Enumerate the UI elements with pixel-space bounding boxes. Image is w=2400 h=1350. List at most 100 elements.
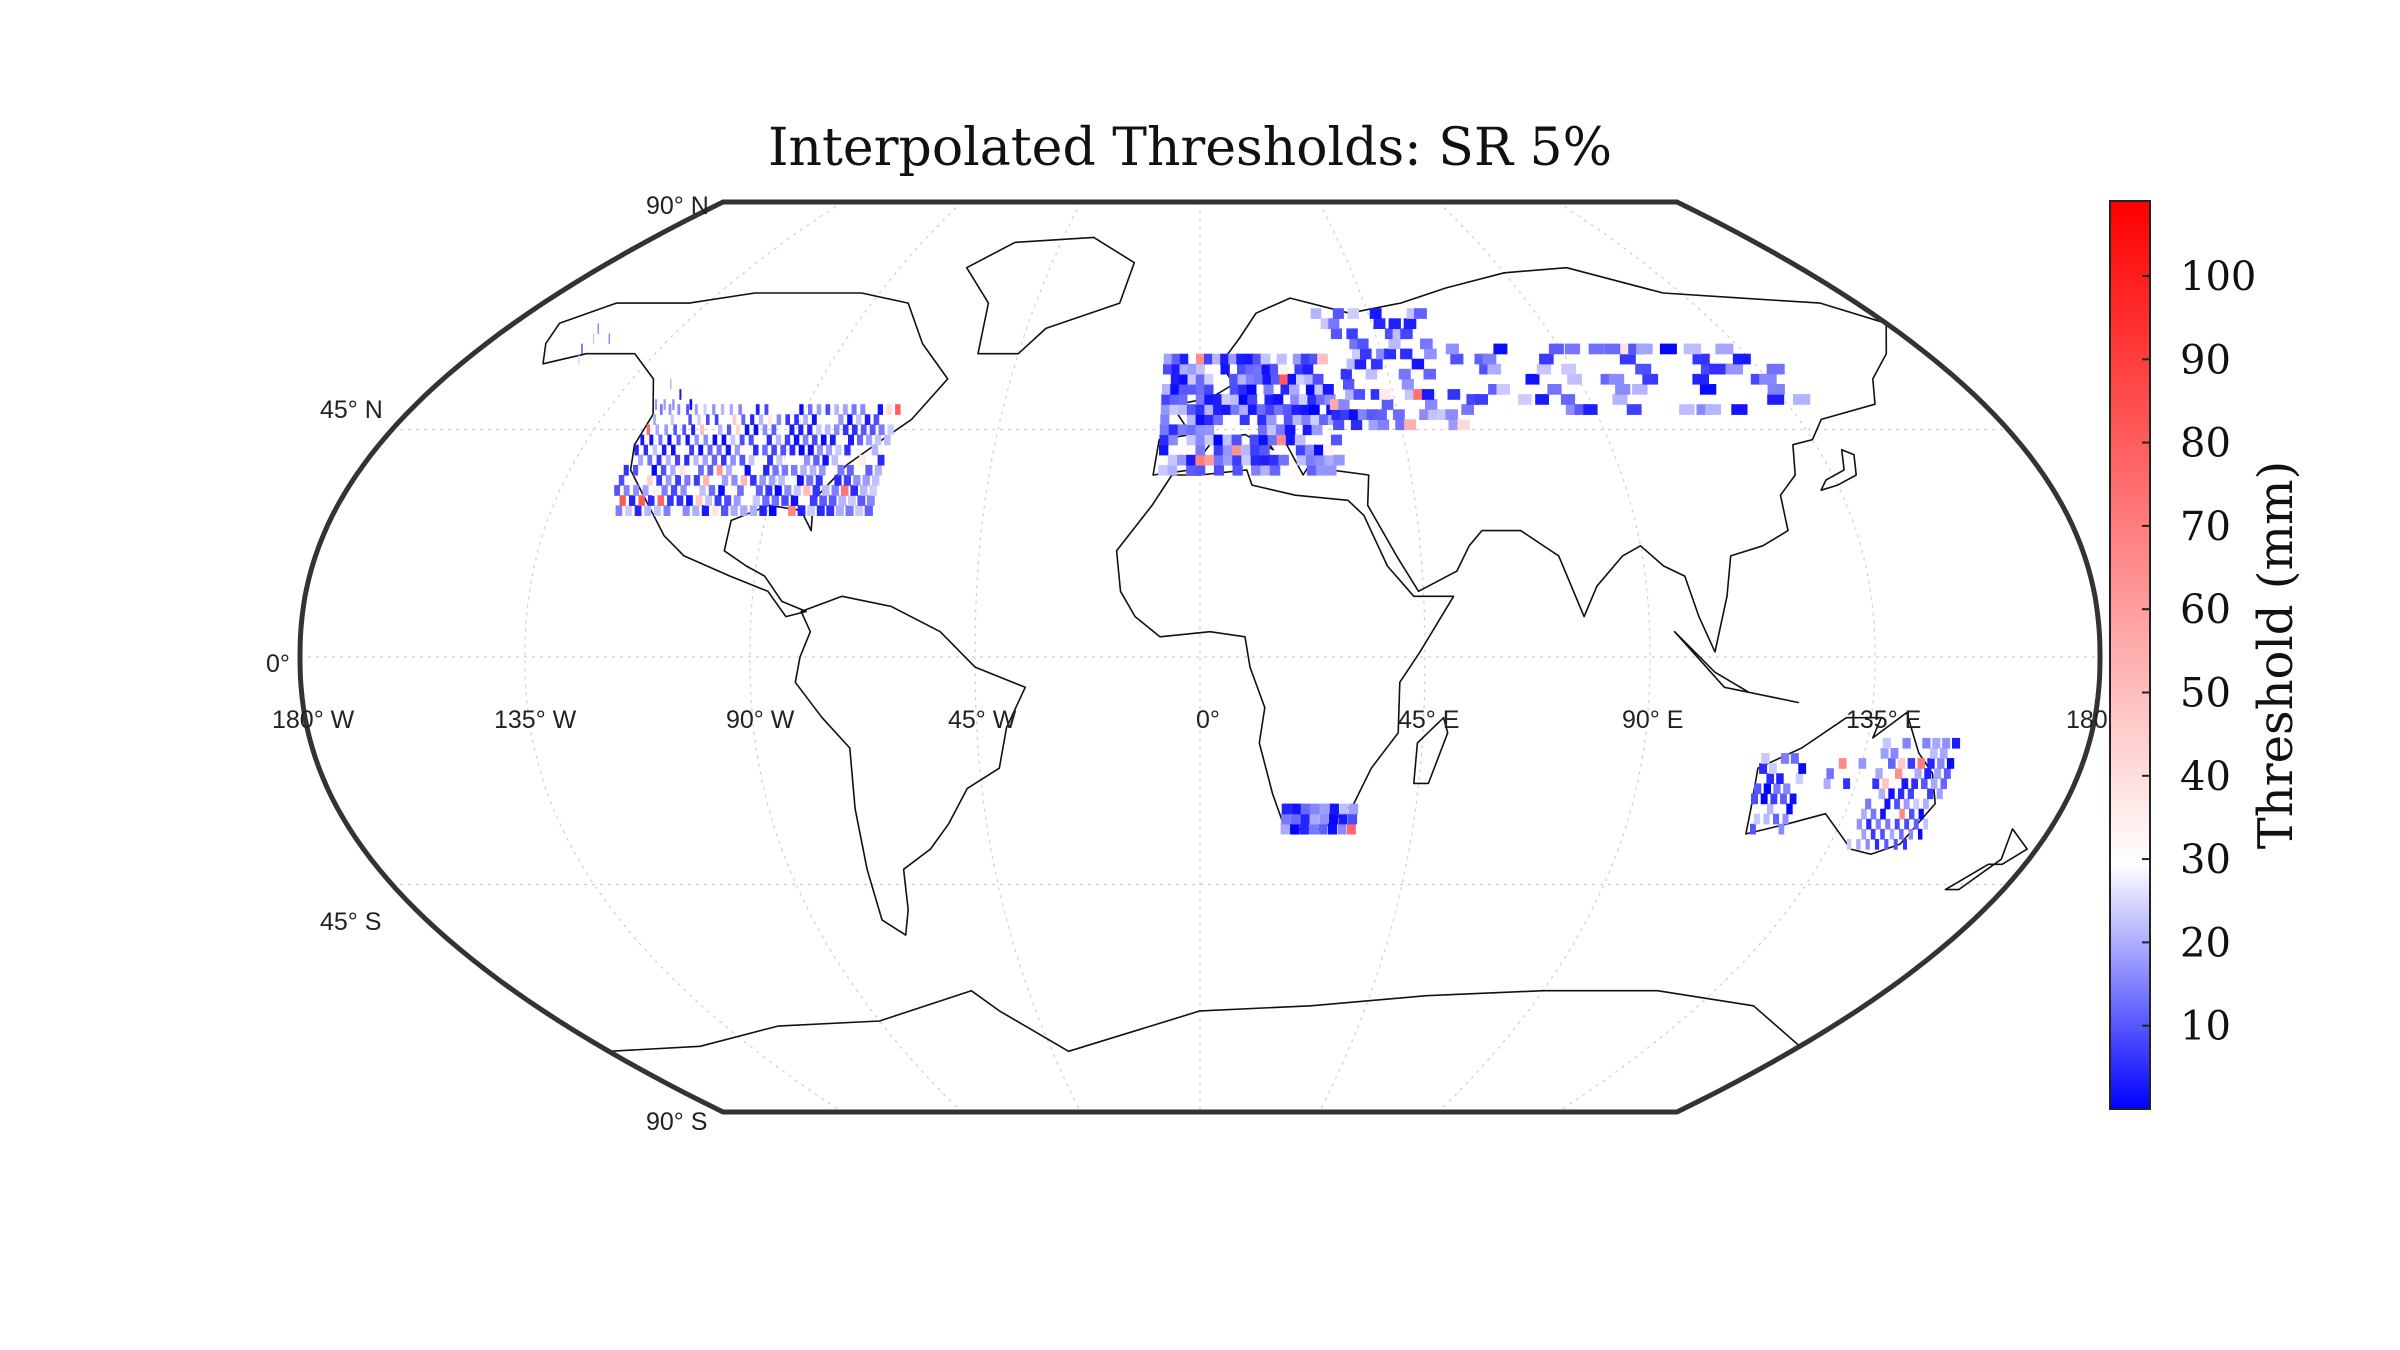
threshold-cell — [1204, 384, 1213, 395]
threshold-cell — [1179, 394, 1188, 405]
threshold-cell — [1311, 804, 1320, 815]
threshold-cell — [1918, 758, 1926, 769]
threshold-cell — [1450, 354, 1463, 365]
colorbar-gradient — [2110, 201, 2150, 1109]
threshold-cell — [1186, 465, 1196, 476]
threshold-cell — [1861, 829, 1866, 840]
threshold-cell — [647, 475, 653, 486]
threshold-cell — [1232, 435, 1242, 446]
threshold-cell — [1779, 824, 1785, 835]
threshold-cell — [829, 495, 837, 506]
threshold-cell — [1204, 394, 1213, 405]
threshold-cell — [1894, 799, 1900, 810]
threshold-cell — [817, 445, 823, 456]
threshold-cell — [799, 445, 805, 456]
threshold-cell — [693, 455, 698, 466]
threshold-cell — [1168, 455, 1178, 466]
threshold-cell — [1927, 758, 1934, 769]
threshold-cell — [598, 323, 599, 334]
threshold-cell — [1857, 819, 1862, 830]
threshold-cell — [1247, 394, 1257, 405]
threshold-cell — [633, 465, 638, 476]
threshold-cell — [671, 414, 674, 425]
threshold-cell — [817, 404, 822, 415]
threshold-cell — [740, 435, 745, 446]
threshold-cell — [1389, 339, 1401, 350]
threshold-cell — [1204, 414, 1214, 425]
colorbar-tick-label: 10 — [2180, 1004, 2231, 1050]
colorbar-tick-label: 20 — [2180, 920, 2231, 966]
threshold-cell — [619, 475, 625, 486]
threshold-cell — [1876, 819, 1881, 830]
threshold-cell — [1773, 814, 1779, 825]
threshold-cell — [1780, 794, 1787, 805]
threshold-cell — [1899, 829, 1904, 840]
threshold-cell — [1526, 374, 1540, 385]
threshold-cell — [847, 414, 852, 425]
threshold-cell — [1328, 318, 1339, 329]
threshold-cell — [1228, 354, 1237, 365]
threshold-cell — [1240, 414, 1250, 425]
threshold-cell — [1424, 349, 1437, 360]
threshold-cell — [741, 414, 745, 425]
threshold-cell — [1291, 814, 1301, 825]
threshold-cell — [647, 424, 650, 435]
threshold-cell — [875, 435, 881, 446]
threshold-cell — [1700, 384, 1716, 395]
threshold-cell — [724, 495, 731, 506]
threshold-cell — [1187, 424, 1197, 435]
threshold-cell — [791, 495, 798, 506]
threshold-cell — [1260, 455, 1270, 466]
threshold-cell — [830, 435, 836, 446]
threshold-cell — [1289, 384, 1300, 395]
threshold-cell — [776, 455, 782, 466]
threshold-cell — [1457, 419, 1470, 430]
threshold-cell — [1952, 738, 1960, 749]
threshold-cell — [765, 485, 772, 496]
threshold-cell — [683, 505, 690, 516]
threshold-cell — [1349, 804, 1358, 815]
threshold-cell — [1178, 404, 1187, 415]
threshold-cell — [652, 465, 657, 476]
threshold-cell — [841, 485, 849, 496]
threshold-cell — [1404, 318, 1417, 329]
threshold-cell — [1767, 394, 1784, 405]
threshold-cell — [1539, 354, 1554, 365]
colorbar-tick-label: 30 — [2180, 837, 2231, 883]
threshold-cell — [1414, 308, 1427, 319]
threshold-cell — [798, 424, 803, 435]
threshold-cell — [1188, 364, 1197, 375]
threshold-cell — [778, 475, 785, 486]
threshold-cell — [1715, 344, 1733, 355]
colorbar-ticks: 10 20 30 40 50 60 70 80 90 100 — [2142, 254, 2256, 1050]
threshold-cell — [847, 465, 854, 476]
threshold-cell — [1301, 804, 1311, 815]
threshold-cell — [879, 424, 885, 435]
threshold-cell — [1913, 799, 1919, 810]
threshold-cell — [844, 475, 851, 486]
threshold-cell — [643, 485, 649, 496]
threshold-cell — [1796, 773, 1803, 784]
threshold-cell — [1278, 455, 1289, 466]
lat-label-90n: 90° N — [646, 192, 709, 220]
threshold-cell — [850, 485, 858, 496]
threshold-cell — [1178, 424, 1187, 435]
threshold-cell — [1615, 384, 1630, 395]
threshold-cell — [655, 399, 657, 410]
threshold-cell — [826, 505, 834, 516]
threshold-cell — [684, 455, 689, 466]
threshold-cell — [1188, 374, 1197, 385]
threshold-cell — [670, 379, 671, 390]
threshold-cell — [750, 475, 757, 486]
threshold-cell — [673, 424, 677, 435]
threshold-cell — [848, 435, 854, 446]
threshold-cell — [1239, 404, 1249, 415]
threshold-cell — [1213, 394, 1223, 405]
threshold-cell — [722, 435, 727, 446]
threshold-cell — [639, 495, 645, 506]
threshold-cell — [762, 495, 769, 506]
threshold-cell — [762, 445, 768, 456]
threshold-cell — [1238, 374, 1248, 385]
threshold-cell — [1170, 394, 1179, 405]
threshold-cell — [769, 475, 776, 486]
